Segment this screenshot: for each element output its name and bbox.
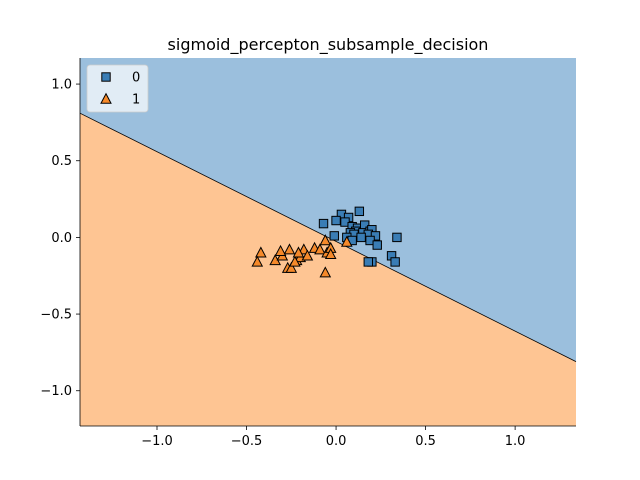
x-tick-label: 1.0 xyxy=(505,434,526,449)
data-point xyxy=(319,234,332,246)
y-tick-label: 0.5 xyxy=(51,154,72,169)
legend-marker-0 xyxy=(101,72,111,82)
plot-area xyxy=(79,58,577,426)
data-point xyxy=(340,235,353,247)
data-point xyxy=(292,246,305,258)
y-tick-label: 0.0 xyxy=(51,231,72,246)
legend-marker-1 xyxy=(100,92,112,104)
data-point xyxy=(274,244,287,256)
data-point xyxy=(318,218,329,229)
data-point xyxy=(319,266,332,278)
x-tick-label: −1.0 xyxy=(141,434,173,449)
data-point xyxy=(390,257,400,267)
data-point xyxy=(354,206,365,217)
y-tick-label: −1.0 xyxy=(40,384,72,399)
y-axis: 1.0 0.5 0.0 −0.5 −1.0 xyxy=(40,58,81,426)
series-1 xyxy=(251,234,353,278)
decision-region-0 xyxy=(80,58,576,362)
data-point xyxy=(392,232,402,243)
decision-region-1 xyxy=(80,113,576,426)
data-point xyxy=(314,243,326,255)
data-point xyxy=(301,249,314,261)
legend: 01 xyxy=(86,64,149,113)
x-tick-label: 0.0 xyxy=(326,434,347,449)
data-point xyxy=(331,215,341,226)
data-point xyxy=(356,232,366,243)
x-axis: −1.0 −0.5 0.0 0.5 1.0 xyxy=(80,425,576,449)
y-tick-label: 1.0 xyxy=(51,78,72,93)
legend-label-1: 1 xyxy=(132,93,140,108)
data-point xyxy=(372,240,382,250)
x-tick-label: 0.5 xyxy=(415,434,436,449)
data-point xyxy=(283,243,296,255)
data-point xyxy=(289,255,301,267)
decision-boundary-line xyxy=(79,112,577,362)
y-tick-label: −0.5 xyxy=(40,308,72,323)
data-point xyxy=(255,246,267,258)
data-point xyxy=(329,231,339,241)
data-point xyxy=(251,255,264,267)
data-point xyxy=(285,261,298,273)
data-point xyxy=(363,257,373,267)
series-0 xyxy=(318,206,402,267)
x-tick-label: −0.5 xyxy=(231,434,263,449)
chart-title: sigmoid_percepton_subsample_decision xyxy=(168,35,489,55)
legend-label-0: 0 xyxy=(132,71,140,86)
data-point xyxy=(324,247,337,260)
